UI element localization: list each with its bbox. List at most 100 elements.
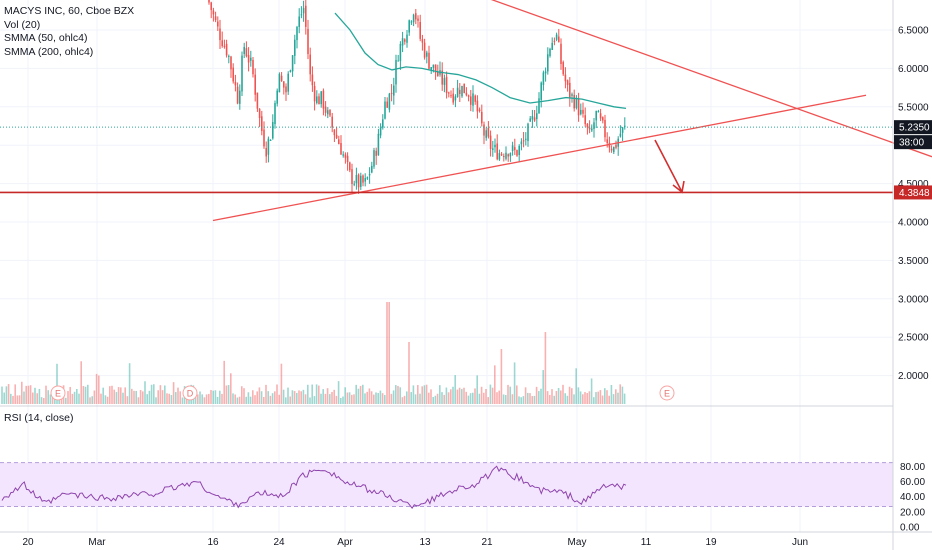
- volume-bar: [469, 393, 472, 404]
- volume-bar: [359, 385, 362, 404]
- volume-indicator-label[interactable]: Vol (20): [4, 18, 41, 31]
- volume-bar: [412, 385, 415, 404]
- support-level-tag-text: 4.3848: [899, 188, 930, 199]
- volume-bar: [47, 390, 49, 404]
- candle-body: [571, 94, 573, 96]
- volume-bar: [232, 393, 234, 404]
- symbol-title[interactable]: MACYS INC, 60, Cboe BZX: [4, 5, 135, 17]
- volume-bar: [465, 391, 467, 404]
- candle-body: [492, 148, 494, 150]
- candle-body: [562, 62, 564, 75]
- volume-bar: [293, 391, 296, 404]
- volume-bar: [318, 385, 320, 404]
- candle-body: [470, 96, 472, 105]
- earnings-marker-dividend[interactable]: D: [182, 385, 198, 401]
- volume-bar: [302, 389, 305, 404]
- volume-bar: [300, 391, 302, 404]
- volume-bar: [263, 396, 265, 404]
- volume-bar: [181, 397, 184, 404]
- volume-bar: [5, 386, 8, 404]
- volume-bar: [368, 388, 371, 404]
- earnings-marker-circle: [50, 385, 66, 401]
- candle-body: [555, 34, 558, 40]
- time-tick-label: 19: [705, 537, 717, 548]
- candle-body: [505, 152, 507, 159]
- candle-body: [481, 111, 483, 124]
- candle-body: [335, 134, 338, 139]
- candle-body: [386, 101, 388, 108]
- candle-body: [595, 110, 597, 121]
- overlays: [0, 0, 932, 222]
- volume-bar: [425, 384, 428, 404]
- volume-bar: [608, 395, 610, 404]
- volume-bar: [346, 392, 349, 404]
- volume-bar: [601, 395, 604, 404]
- volume-bar: [406, 391, 408, 404]
- volume-bar: [573, 394, 575, 404]
- volume-bar: [436, 393, 439, 404]
- candle-body: [428, 52, 430, 69]
- candle-body: [320, 91, 322, 105]
- candle-body: [351, 169, 353, 185]
- candle-body: [582, 109, 584, 114]
- volume-bar: [313, 396, 316, 404]
- volume-bar: [205, 394, 208, 404]
- volume-bar: [553, 395, 555, 404]
- volume-bar: [322, 389, 324, 404]
- volume-bar: [32, 392, 34, 404]
- volume-bar: [164, 385, 166, 404]
- smma50-indicator-label[interactable]: SMMA (50, ohlc4): [4, 32, 88, 44]
- earnings-marker-earnings[interactable]: E: [50, 385, 66, 401]
- candle-body: [452, 93, 454, 103]
- candle-body: [483, 124, 485, 136]
- rsi-tick-label: 60.00: [900, 477, 925, 488]
- candle-body: [478, 109, 481, 111]
- volume-bar: [375, 392, 377, 404]
- volume-bar: [285, 397, 287, 404]
- volume-bar: [386, 302, 388, 404]
- volume-bar: [166, 393, 168, 404]
- volume-bar: [590, 378, 593, 404]
- volume-bar: [258, 387, 261, 404]
- volume-bar: [73, 391, 76, 404]
- volume-bar: [21, 381, 23, 404]
- volume-bar: [95, 373, 98, 404]
- rsi-pane: [0, 462, 893, 509]
- candle-body: [250, 57, 252, 61]
- candle-body: [232, 67, 234, 82]
- volume-bar: [370, 391, 373, 404]
- volume-bar: [18, 395, 21, 404]
- rsi-indicator-label[interactable]: RSI (14, close): [4, 412, 74, 424]
- smma200-indicator-label[interactable]: SMMA (200, ohlc4): [4, 45, 94, 58]
- candle-body: [280, 75, 283, 81]
- volume-bar: [225, 385, 228, 404]
- volume-bar: [540, 388, 542, 404]
- countdown-tag[interactable]: 38:00: [894, 135, 932, 150]
- candle-body: [615, 144, 617, 148]
- candle-body: [509, 153, 512, 157]
- last-price-tag-text: 5.2350: [899, 123, 930, 134]
- candle-body: [245, 48, 248, 57]
- volume-bar: [98, 375, 100, 404]
- support-level-tag-bg: [894, 185, 932, 200]
- volume-bar: [397, 385, 399, 404]
- earnings-marker-earnings[interactable]: E: [659, 385, 675, 401]
- price-tick-label: 5.5000: [898, 102, 929, 113]
- candle-body: [329, 109, 331, 116]
- time-tick-label: 13: [419, 537, 431, 548]
- volume-bar: [454, 375, 456, 404]
- volume-bar: [142, 391, 144, 404]
- support-level-tag[interactable]: 4.3848: [894, 185, 932, 200]
- chart-legend: MACYS INC, 60, Cboe BZX Vol (20) SMMA (5…: [4, 5, 134, 59]
- last-price-tag[interactable]: 5.2350: [894, 120, 932, 135]
- candle-body: [274, 103, 276, 125]
- volume-bar: [14, 384, 16, 404]
- candle-body: [415, 13, 417, 20]
- rsi-line: [1, 465, 627, 509]
- earnings-marker-circle: [659, 385, 675, 401]
- volume-bar: [1, 386, 3, 404]
- candle-body: [296, 26, 298, 41]
- volume-bar: [320, 393, 322, 404]
- candle-body: [263, 129, 265, 147]
